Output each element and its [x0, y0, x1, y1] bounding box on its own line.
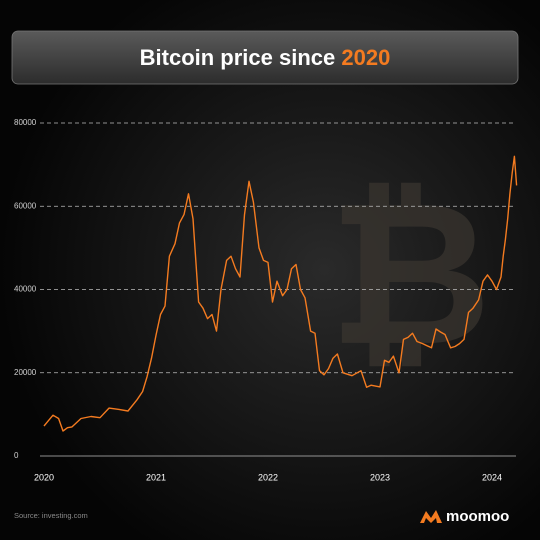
title-text: Bitcoin price since [140, 45, 336, 70]
y-tick-label: 0 [14, 451, 19, 460]
bitcoin-watermark: ₿ [329, 163, 492, 386]
plot-area: 0 20000 40000 60000 80000 2020 2021 2022 2023 202… [14, 118, 518, 482]
x-tick-label: 2020 [34, 472, 54, 482]
x-tick-label: 2021 [146, 472, 166, 482]
y-tick-label: 60000 [14, 201, 37, 210]
x-tick-label: 2022 [258, 472, 278, 482]
chart-title: Bitcoin price since 2020 [140, 45, 391, 70]
brand-logo: moomoo [420, 508, 509, 525]
logo-icon [420, 510, 442, 523]
title-highlight: 2020 [341, 45, 390, 70]
x-tick-label: 2023 [370, 472, 390, 482]
y-tick-label: 80000 [14, 118, 37, 127]
x-tick-label: 2024 [482, 472, 502, 482]
source-note: Source: investing.com [14, 511, 88, 520]
y-tick-label: 40000 [14, 285, 37, 294]
y-tick-label: 20000 [14, 368, 37, 377]
price-line [43, 155, 518, 432]
logo-text: moomoo [446, 508, 509, 525]
title-box [11, 30, 519, 85]
